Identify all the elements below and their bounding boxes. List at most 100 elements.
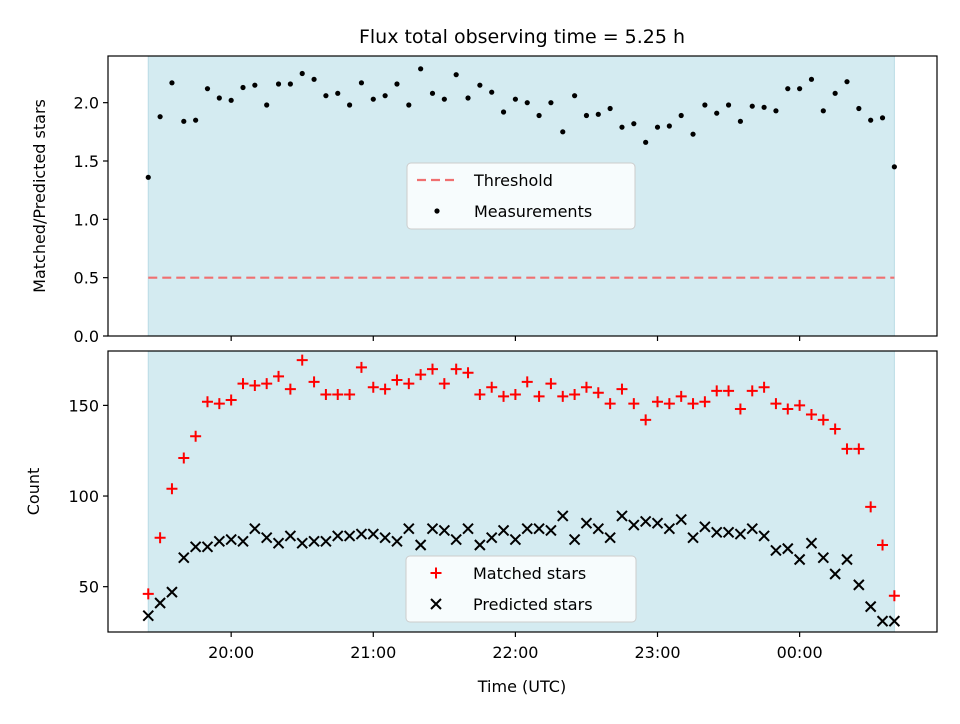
y-tick-label: 150 bbox=[68, 396, 99, 415]
predicted-stars-point bbox=[604, 532, 616, 544]
y-tick-label: 2.0 bbox=[74, 94, 99, 113]
predicted-stars-point bbox=[639, 515, 652, 528]
matched-stars-point bbox=[545, 378, 557, 390]
predicted-stars-point bbox=[486, 532, 498, 544]
predicted-stars-point bbox=[699, 521, 711, 533]
x-tick-label: 20:00 bbox=[208, 643, 254, 662]
matched-stars-point bbox=[261, 378, 273, 390]
measurement-point bbox=[216, 95, 222, 101]
predicted-stars-point bbox=[580, 517, 593, 529]
predicted-stars-point bbox=[651, 517, 664, 529]
predicted-stars-point bbox=[403, 522, 415, 535]
measurement-point bbox=[382, 93, 388, 99]
matched-stars-point bbox=[166, 483, 178, 495]
matched-stars-point bbox=[391, 374, 403, 386]
matched-stars-point bbox=[521, 376, 533, 388]
measurement-point bbox=[583, 112, 590, 119]
matched-stars-point bbox=[426, 363, 438, 375]
predicted-stars-point bbox=[438, 524, 451, 537]
legend-box bbox=[405, 555, 637, 623]
matched-stars-point bbox=[687, 398, 699, 410]
matched-stars-point bbox=[616, 383, 628, 395]
measurement-point bbox=[856, 105, 862, 112]
series-measurements bbox=[145, 66, 897, 180]
y-axis-label: Matched/Predicted stars bbox=[30, 99, 49, 293]
matched-stars-point bbox=[344, 389, 356, 401]
matched-stars-point bbox=[711, 385, 723, 397]
predicted-stars-point bbox=[308, 535, 320, 548]
legend-label: Predicted stars bbox=[473, 595, 593, 614]
matched-stars-point bbox=[533, 390, 545, 402]
measurement-point bbox=[619, 124, 625, 130]
predicted-stars-point bbox=[166, 586, 178, 598]
measurement-point bbox=[453, 72, 459, 78]
measurement-point bbox=[145, 174, 151, 180]
measurement-point bbox=[465, 95, 471, 101]
measurement-point bbox=[240, 84, 246, 91]
matched-stars-point bbox=[853, 443, 865, 455]
predicted-stars-point bbox=[426, 522, 439, 535]
x-axis-label: Time (UTC) bbox=[477, 677, 566, 696]
predicted-stars-point bbox=[178, 551, 190, 564]
matched-stars-point bbox=[817, 414, 829, 426]
predicted-stars-point bbox=[592, 522, 605, 535]
measurement-point bbox=[429, 90, 436, 96]
matched-stars-point bbox=[284, 383, 296, 395]
measurement-point bbox=[595, 111, 601, 117]
matched-stars-point bbox=[734, 403, 746, 415]
legend: Threshold Measurements bbox=[406, 162, 636, 230]
measurement-point bbox=[524, 100, 530, 106]
legend-predicted-swatch bbox=[430, 598, 442, 610]
predicted-stars-point bbox=[332, 530, 344, 542]
legend-label: Threshold bbox=[473, 171, 553, 190]
measurement-point bbox=[181, 118, 187, 124]
matched-stars-point bbox=[699, 396, 711, 408]
predicted-stars-point bbox=[782, 542, 794, 555]
matched-stars-point bbox=[332, 389, 344, 401]
predicted-stars-point bbox=[616, 510, 628, 522]
matched-stars-point bbox=[557, 390, 569, 402]
matched-stars-point bbox=[758, 381, 770, 393]
y-axis-label: Count bbox=[24, 468, 43, 516]
measurement-point bbox=[323, 93, 329, 99]
measurement-point bbox=[500, 109, 507, 115]
measurement-point bbox=[666, 123, 672, 129]
matched-stars-point bbox=[201, 396, 213, 408]
matched-stars-point bbox=[841, 443, 853, 455]
matched-stars-point bbox=[604, 398, 616, 410]
matched-stars-point bbox=[249, 379, 261, 391]
predicted-stars-point bbox=[711, 526, 723, 538]
measurement-point bbox=[536, 112, 542, 119]
x-tick-label: 00:00 bbox=[777, 643, 823, 662]
measurement-point bbox=[335, 90, 341, 96]
matched-stars-point bbox=[438, 378, 450, 390]
matched-stars-point bbox=[498, 390, 510, 402]
count-panel: 50 100 150 20:00 21:00 22:00 23:00 00:00 Count Ma… bbox=[24, 350, 938, 662]
series-predicted-stars bbox=[142, 510, 901, 627]
measurement-point bbox=[264, 102, 270, 108]
matched-stars-point bbox=[308, 376, 320, 388]
measurement-point bbox=[228, 97, 234, 103]
measurement-point bbox=[797, 86, 803, 92]
measurement-point bbox=[358, 80, 365, 86]
predicted-stars-point bbox=[746, 522, 758, 535]
matched-stars-point bbox=[782, 403, 794, 415]
legend: Matched stars Predicted stars bbox=[405, 555, 637, 623]
predicted-stars-point bbox=[734, 528, 747, 540]
predicted-stars-point bbox=[367, 528, 379, 540]
predicted-stars-point bbox=[568, 533, 581, 546]
measurement-point bbox=[879, 115, 886, 121]
measurement-point bbox=[394, 81, 400, 87]
legend-label: Measurements bbox=[474, 202, 592, 221]
matched-stars-point bbox=[450, 363, 462, 375]
predicted-stars-point bbox=[628, 519, 640, 531]
predicted-stars-point bbox=[675, 513, 687, 526]
x-tick-label: 22:00 bbox=[492, 643, 538, 662]
predicted-stars-point bbox=[225, 533, 237, 546]
predicted-stars-point bbox=[864, 600, 877, 613]
measurement-point bbox=[690, 131, 696, 137]
measurement-point bbox=[441, 96, 447, 102]
axes-frame bbox=[107, 55, 938, 337]
measurement-point bbox=[654, 124, 661, 130]
